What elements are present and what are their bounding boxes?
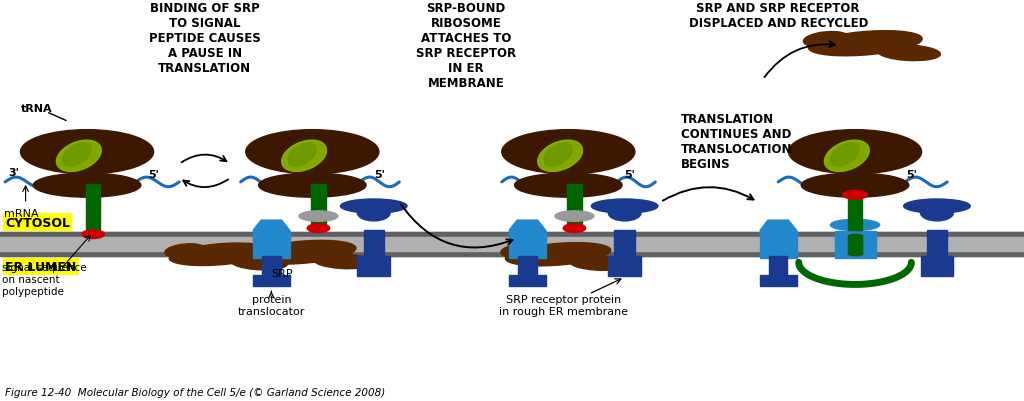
- Ellipse shape: [357, 205, 390, 221]
- Text: tRNA: tRNA: [20, 103, 52, 113]
- Bar: [852, 234, 858, 255]
- Ellipse shape: [258, 174, 367, 198]
- Ellipse shape: [62, 144, 91, 167]
- Ellipse shape: [569, 256, 628, 271]
- Text: mRNA: mRNA: [4, 209, 39, 219]
- Ellipse shape: [608, 205, 641, 221]
- Text: 3': 3': [8, 168, 19, 177]
- Bar: [848, 235, 862, 254]
- Ellipse shape: [501, 244, 544, 258]
- Ellipse shape: [903, 200, 970, 214]
- Bar: [614, 230, 635, 257]
- Text: SRP-BOUND
RIBOSOME
ATTACHES TO
SRP RECEPTOR
IN ER
MEMBRANE: SRP-BOUND RIBOSOME ATTACHES TO SRP RECEP…: [416, 2, 516, 90]
- Text: Figure 12-40  Molecular Biology of the Cell 5/e (© Garland Science 2008): Figure 12-40 Molecular Biology of the Ce…: [5, 387, 385, 397]
- Ellipse shape: [506, 243, 610, 266]
- Ellipse shape: [592, 200, 658, 214]
- Ellipse shape: [20, 130, 154, 174]
- Ellipse shape: [248, 241, 356, 265]
- Bar: [86, 184, 100, 235]
- Ellipse shape: [843, 191, 867, 200]
- Bar: [0, 233, 1024, 257]
- Ellipse shape: [555, 211, 594, 222]
- Bar: [364, 230, 384, 257]
- Bar: [0, 252, 1024, 257]
- Ellipse shape: [830, 144, 859, 167]
- Ellipse shape: [282, 141, 327, 172]
- Bar: [357, 257, 390, 277]
- Polygon shape: [760, 221, 797, 231]
- Ellipse shape: [788, 130, 922, 174]
- Text: protein
translocator: protein translocator: [238, 295, 305, 316]
- Bar: [608, 257, 641, 277]
- Ellipse shape: [231, 256, 288, 270]
- Bar: [0, 237, 1024, 252]
- Bar: [760, 275, 797, 287]
- Bar: [848, 235, 862, 254]
- Polygon shape: [509, 221, 546, 231]
- Text: ER LUMEN: ER LUMEN: [5, 260, 77, 273]
- Ellipse shape: [921, 205, 953, 221]
- Ellipse shape: [878, 46, 940, 61]
- Bar: [509, 231, 546, 258]
- Bar: [848, 194, 862, 231]
- Text: BINDING OF SRP
TO SIGNAL
PEPTIDE CAUSES
A PAUSE IN
TRANSLATION: BINDING OF SRP TO SIGNAL PEPTIDE CAUSES …: [148, 2, 261, 75]
- Text: SRP: SRP: [270, 269, 293, 279]
- Bar: [850, 234, 860, 255]
- Bar: [0, 233, 1024, 237]
- Text: 5': 5': [625, 170, 636, 179]
- Ellipse shape: [340, 200, 407, 214]
- Text: 5': 5': [906, 170, 918, 179]
- Ellipse shape: [824, 141, 869, 172]
- Ellipse shape: [56, 141, 101, 172]
- Bar: [567, 184, 582, 229]
- Ellipse shape: [299, 211, 338, 222]
- Bar: [921, 257, 953, 277]
- Ellipse shape: [165, 244, 206, 258]
- Ellipse shape: [515, 174, 623, 198]
- Bar: [850, 235, 860, 254]
- Bar: [509, 275, 546, 287]
- Ellipse shape: [830, 220, 880, 231]
- Ellipse shape: [502, 130, 635, 174]
- Text: CYTOSOL: CYTOSOL: [5, 216, 70, 229]
- Ellipse shape: [538, 141, 583, 172]
- Text: TRANSLATION
CONTINUES AND
TRANSLOCATION
BEGINS: TRANSLATION CONTINUES AND TRANSLOCATION …: [681, 112, 793, 170]
- Bar: [518, 257, 537, 279]
- Ellipse shape: [246, 130, 379, 174]
- Bar: [262, 257, 281, 279]
- Bar: [311, 184, 326, 229]
- Ellipse shape: [288, 144, 316, 167]
- Ellipse shape: [244, 241, 287, 257]
- Bar: [760, 231, 797, 258]
- Ellipse shape: [804, 32, 849, 48]
- Ellipse shape: [307, 224, 330, 233]
- Text: 5': 5': [374, 170, 385, 179]
- Text: 5': 5': [148, 170, 160, 179]
- Ellipse shape: [34, 174, 141, 198]
- Text: signal sequence
on nascent
polypeptide: signal sequence on nascent polypeptide: [2, 263, 87, 296]
- Ellipse shape: [314, 254, 373, 269]
- Text: SRP receptor protein
in rough ER membrane: SRP receptor protein in rough ER membran…: [499, 295, 628, 316]
- Ellipse shape: [544, 144, 572, 167]
- Polygon shape: [253, 221, 290, 231]
- Bar: [253, 275, 290, 287]
- Ellipse shape: [801, 174, 909, 198]
- Ellipse shape: [808, 32, 923, 57]
- Ellipse shape: [82, 230, 104, 239]
- Bar: [927, 230, 947, 257]
- Bar: [769, 257, 787, 279]
- Bar: [253, 231, 290, 258]
- Text: SRP AND SRP RECEPTOR
DISPLACED AND RECYCLED: SRP AND SRP RECEPTOR DISPLACED AND RECYC…: [688, 2, 868, 30]
- Bar: [835, 231, 876, 258]
- Ellipse shape: [563, 224, 586, 233]
- Ellipse shape: [169, 243, 271, 266]
